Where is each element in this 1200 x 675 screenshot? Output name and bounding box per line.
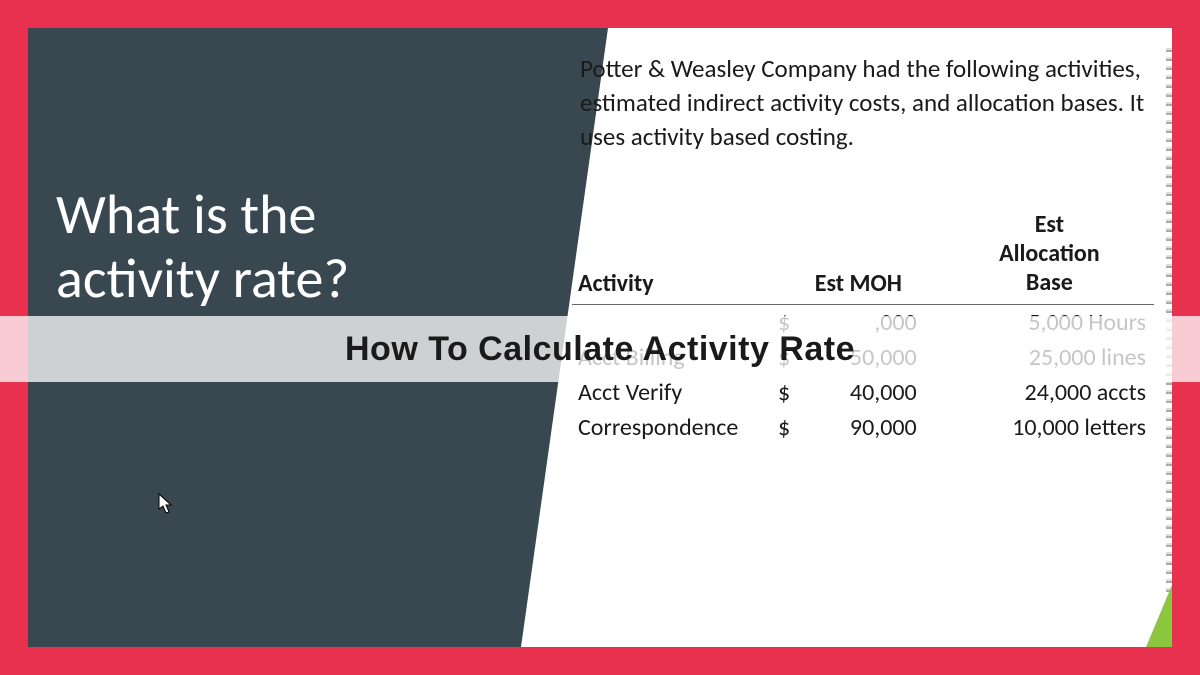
cell-base: 10,000 letters (945, 410, 1154, 445)
table-row: Correspondence $ 90,000 10,000 letters (572, 410, 1154, 445)
cell-currency: $ (772, 410, 802, 445)
cell-activity: Correspondence (572, 410, 772, 445)
col-header-base: Est Allocation Base (945, 209, 1154, 304)
col-header-activity: Activity (572, 209, 772, 304)
cell-amount: 90,000 (802, 410, 945, 445)
title-overlay-text: How To Calculate Activity Rate (345, 330, 855, 369)
question-line2: activity rate? (56, 245, 349, 313)
corner-accent-icon (1146, 585, 1172, 647)
col-header-moh: Est MOH (772, 209, 945, 304)
problem-description: Potter & Weasley Company had the followi… (572, 52, 1154, 153)
question-line1: What is the (56, 181, 316, 249)
mouse-cursor-icon (158, 493, 174, 515)
table-header-row: Activity Est MOH Est Allocation Base (572, 209, 1154, 304)
question-heading: What is the activity rate? (56, 183, 349, 312)
title-overlay-band: How To Calculate Activity Rate (0, 316, 1200, 382)
